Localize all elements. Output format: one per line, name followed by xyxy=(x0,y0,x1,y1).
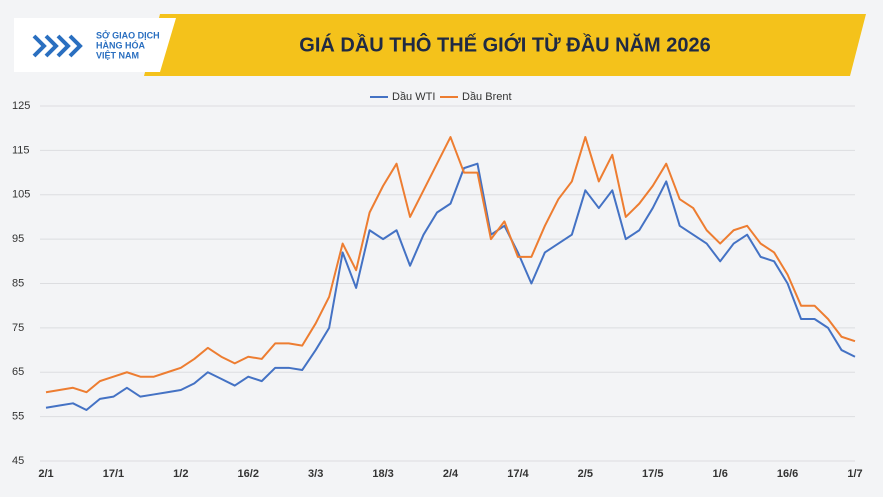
x-tick-label: 16/2 xyxy=(238,468,259,480)
x-tick-label: 2/4 xyxy=(443,468,459,480)
y-tick-label: 105 xyxy=(12,189,30,201)
logo-text: VIỆT NAM xyxy=(96,49,139,60)
line-series xyxy=(45,136,856,394)
logo-text: HÀNG HÓA xyxy=(96,39,145,50)
x-tick-label: 1/6 xyxy=(713,468,728,480)
y-tick-label: 115 xyxy=(12,144,30,156)
x-tick-label: 17/5 xyxy=(642,468,663,480)
logo-icon xyxy=(32,34,83,58)
x-tick-label: 3/3 xyxy=(308,468,323,480)
y-tick-label: 95 xyxy=(12,233,24,245)
line-series xyxy=(45,162,856,411)
legend-label: Dầu Brent xyxy=(462,91,512,103)
y-tick-label: 65 xyxy=(12,366,24,378)
x-tick-label: 2/1 xyxy=(38,468,53,480)
y-tick-label: 75 xyxy=(12,322,24,334)
x-tick-label: 1/2 xyxy=(173,468,188,480)
chart-title: GIÁ DẦU THÔ THẾ GIỚI TỪ ĐẦU NĂM 2026 xyxy=(299,32,710,56)
y-tick-label: 125 xyxy=(12,100,30,112)
title-banner xyxy=(144,14,866,76)
x-tick-label: 18/3 xyxy=(372,468,393,480)
legend-label: Dầu WTI xyxy=(392,91,435,103)
x-tick-label: 17/4 xyxy=(507,468,529,480)
x-tick-label: 16/6 xyxy=(777,468,798,480)
x-tick-label: 1/7 xyxy=(847,468,862,480)
y-tick-label: 55 xyxy=(12,411,24,423)
x-tick-label: 17/1 xyxy=(103,468,124,480)
logo-text: SỞ GIAO DỊCH xyxy=(96,29,160,40)
y-tick-label: 85 xyxy=(12,277,24,289)
logo-box xyxy=(14,18,176,72)
y-tick-label: 45 xyxy=(12,455,24,467)
x-tick-label: 2/5 xyxy=(578,468,593,480)
